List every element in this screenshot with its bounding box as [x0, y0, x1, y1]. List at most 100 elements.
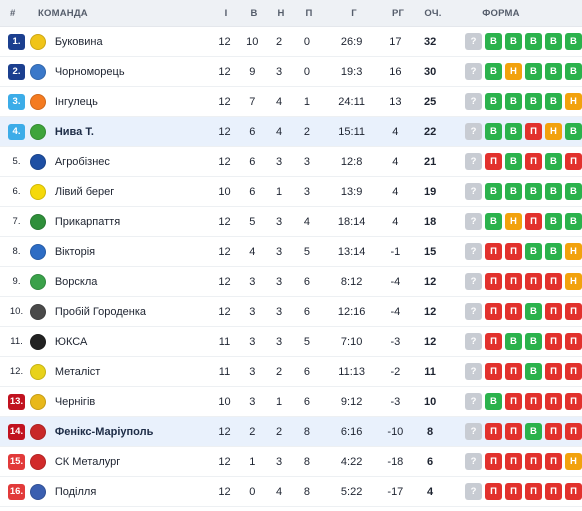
team-cell[interactable]: Чорноморець: [29, 63, 201, 80]
table-row[interactable]: 4. Нива Т. 12 6 4 2 15:11 4 22 ? В В П Н В: [0, 117, 582, 147]
form-next-match[interactable]: ?: [464, 483, 482, 500]
team-name[interactable]: Металіст: [54, 365, 101, 378]
form-win[interactable]: В: [524, 243, 542, 260]
form-loss[interactable]: П: [504, 453, 522, 470]
form-draw[interactable]: Н: [564, 243, 582, 260]
team-cell[interactable]: ЮКСА: [29, 333, 201, 350]
form-win[interactable]: В: [544, 183, 562, 200]
header-games-played[interactable]: І: [224, 7, 228, 19]
team-cell[interactable]: Металіст: [29, 363, 201, 380]
team-cell[interactable]: Фенікс-Маріуполь: [29, 423, 201, 440]
header-team[interactable]: КОМАНДА: [38, 7, 88, 19]
form-loss[interactable]: П: [564, 363, 582, 380]
team-cell[interactable]: Поділля: [29, 483, 201, 500]
form-next-match[interactable]: ?: [464, 243, 482, 260]
form-win[interactable]: В: [524, 63, 542, 80]
team-name[interactable]: Прикарпаття: [54, 215, 121, 228]
form-win[interactable]: В: [524, 423, 542, 440]
form-win[interactable]: В: [564, 213, 582, 230]
team-name[interactable]: Поділля: [54, 485, 97, 498]
team-cell[interactable]: Вікторія: [29, 243, 201, 260]
form-next-match[interactable]: ?: [464, 33, 482, 50]
form-draw[interactable]: Н: [504, 213, 522, 230]
team-cell[interactable]: Агробізнес: [29, 153, 201, 170]
form-win[interactable]: В: [484, 123, 502, 140]
team-cell[interactable]: Буковина: [29, 33, 201, 50]
form-next-match[interactable]: ?: [464, 93, 482, 110]
team-name[interactable]: Інгулець: [54, 95, 98, 108]
form-win[interactable]: В: [524, 183, 542, 200]
form-win[interactable]: В: [504, 93, 522, 110]
table-row[interactable]: 13. Чернігів 10 3 1 6 9:12 -3 10 ? В П П П П: [0, 387, 582, 417]
form-next-match[interactable]: ?: [464, 213, 482, 230]
form-loss[interactable]: П: [524, 153, 542, 170]
form-loss[interactable]: П: [484, 333, 502, 350]
form-loss[interactable]: П: [524, 393, 542, 410]
header-goal-difference[interactable]: РГ: [391, 7, 405, 19]
table-row[interactable]: 6. Лівий берег 10 6 1 3 13:9 4 19 ? В В В В В: [0, 177, 582, 207]
team-name[interactable]: Чернігів: [54, 395, 96, 408]
form-loss[interactable]: П: [504, 483, 522, 500]
form-win[interactable]: В: [504, 153, 522, 170]
form-win[interactable]: В: [524, 303, 542, 320]
form-win[interactable]: В: [544, 63, 562, 80]
form-win[interactable]: В: [484, 183, 502, 200]
form-next-match[interactable]: ?: [464, 63, 482, 80]
form-next-match[interactable]: ?: [464, 273, 482, 290]
team-name[interactable]: Агробізнес: [54, 155, 110, 168]
form-loss[interactable]: П: [544, 363, 562, 380]
table-row[interactable]: 11. ЮКСА 11 3 3 5 7:10 -3 12 ? П В В П П: [0, 327, 582, 357]
form-loss[interactable]: П: [564, 153, 582, 170]
form-loss[interactable]: П: [564, 303, 582, 320]
form-loss[interactable]: П: [504, 243, 522, 260]
team-cell[interactable]: Лівий берег: [29, 183, 201, 200]
form-loss[interactable]: П: [524, 453, 542, 470]
form-win[interactable]: В: [504, 183, 522, 200]
team-cell[interactable]: Чернігів: [29, 393, 201, 410]
form-win[interactable]: В: [564, 123, 582, 140]
table-row[interactable]: 16. Поділля 12 0 4 8 5:22 -17 4 ? П П П П П: [0, 477, 582, 507]
team-cell[interactable]: Пробій Городенка: [29, 303, 201, 320]
form-win[interactable]: В: [504, 123, 522, 140]
form-loss[interactable]: П: [524, 123, 542, 140]
form-loss[interactable]: П: [484, 483, 502, 500]
form-loss[interactable]: П: [484, 453, 502, 470]
form-loss[interactable]: П: [564, 393, 582, 410]
form-loss[interactable]: П: [544, 423, 562, 440]
table-row[interactable]: 2. Чорноморець 12 9 3 0 19:3 16 30 ? В Н В В…: [0, 57, 582, 87]
form-draw[interactable]: Н: [564, 453, 582, 470]
form-loss[interactable]: П: [564, 483, 582, 500]
team-name[interactable]: СК Металург: [54, 455, 121, 468]
form-loss[interactable]: П: [544, 303, 562, 320]
form-win[interactable]: В: [524, 363, 542, 380]
form-loss[interactable]: П: [484, 243, 502, 260]
table-row[interactable]: 5. Агробізнес 12 6 3 3 12:8 4 21 ? П В П В П: [0, 147, 582, 177]
table-row[interactable]: 14. Фенікс-Маріуполь 12 2 2 8 6:16 -10 8…: [0, 417, 582, 447]
form-win[interactable]: В: [504, 333, 522, 350]
table-row[interactable]: 9. Ворскла 12 3 3 6 8:12 -4 12 ? П П П П Н: [0, 267, 582, 297]
team-cell[interactable]: Ворскла: [29, 273, 201, 290]
team-name[interactable]: ЮКСА: [54, 335, 88, 348]
table-row[interactable]: 3. Інгулець 12 7 4 1 24:11 13 25 ? В В В В Н: [0, 87, 582, 117]
form-win[interactable]: В: [484, 33, 502, 50]
header-position[interactable]: #: [10, 7, 16, 19]
table-row[interactable]: 15. СК Металург 12 1 3 8 4:22 -18 6 ? П П П…: [0, 447, 582, 477]
form-next-match[interactable]: ?: [464, 393, 482, 410]
form-win[interactable]: В: [564, 63, 582, 80]
header-goals[interactable]: Г: [351, 7, 357, 19]
form-loss[interactable]: П: [544, 393, 562, 410]
table-row[interactable]: 1. Буковина 12 10 2 0 26:9 17 32 ? В В В В В: [0, 27, 582, 57]
form-loss[interactable]: П: [484, 273, 502, 290]
form-draw[interactable]: Н: [564, 93, 582, 110]
form-win[interactable]: В: [484, 93, 502, 110]
form-win[interactable]: В: [524, 333, 542, 350]
form-next-match[interactable]: ?: [464, 303, 482, 320]
form-loss[interactable]: П: [564, 333, 582, 350]
form-loss[interactable]: П: [484, 363, 502, 380]
team-name[interactable]: Вікторія: [54, 245, 96, 258]
form-draw[interactable]: Н: [504, 63, 522, 80]
table-row[interactable]: 7. Прикарпаття 12 5 3 4 18:14 4 18 ? В Н П В…: [0, 207, 582, 237]
form-next-match[interactable]: ?: [464, 153, 482, 170]
header-wins[interactable]: В: [250, 7, 258, 19]
table-row[interactable]: 8. Вікторія 12 4 3 5 13:14 -1 15 ? П П В В Н: [0, 237, 582, 267]
